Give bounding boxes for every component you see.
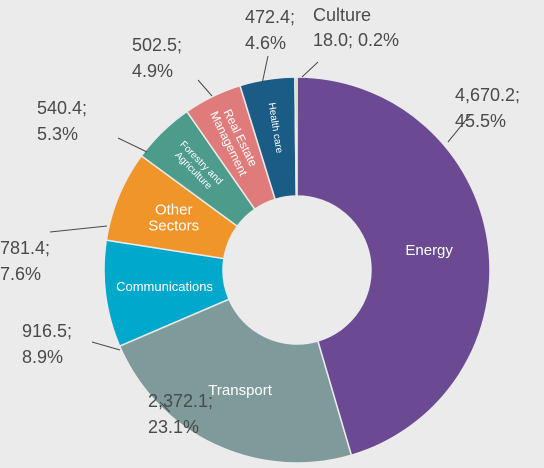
value-label: 4,670.2; 45.5% [455,85,521,131]
slice-name: Other Sectors [148,201,200,235]
value-label: 540.4; 5.3% [37,98,88,144]
slice [294,76,298,197]
leader-line [301,61,319,78]
slice [296,76,491,457]
value-label: 472.4; 4.6% [245,7,296,53]
value-label: 916.5; 8.9% [22,321,73,367]
slice [118,298,353,464]
leader-line [447,114,471,143]
leader-line [261,55,269,85]
value-label: 18.0; 0.2% [313,30,400,50]
slice-name: Communications [116,278,213,294]
slice-name: Transport [208,381,272,399]
leader-line [117,137,148,153]
value-label: 2,372.1; 23.1% [148,391,214,437]
slice-name: Culture [313,5,372,25]
leader-line [197,79,213,97]
leader-line [91,341,121,351]
value-label: 502.5; 4.9% [132,35,183,81]
value-label: 781.4; 7.6% [0,238,51,284]
leader-line [49,225,108,233]
leader-line [159,401,171,413]
slice-name: Energy [405,241,453,259]
